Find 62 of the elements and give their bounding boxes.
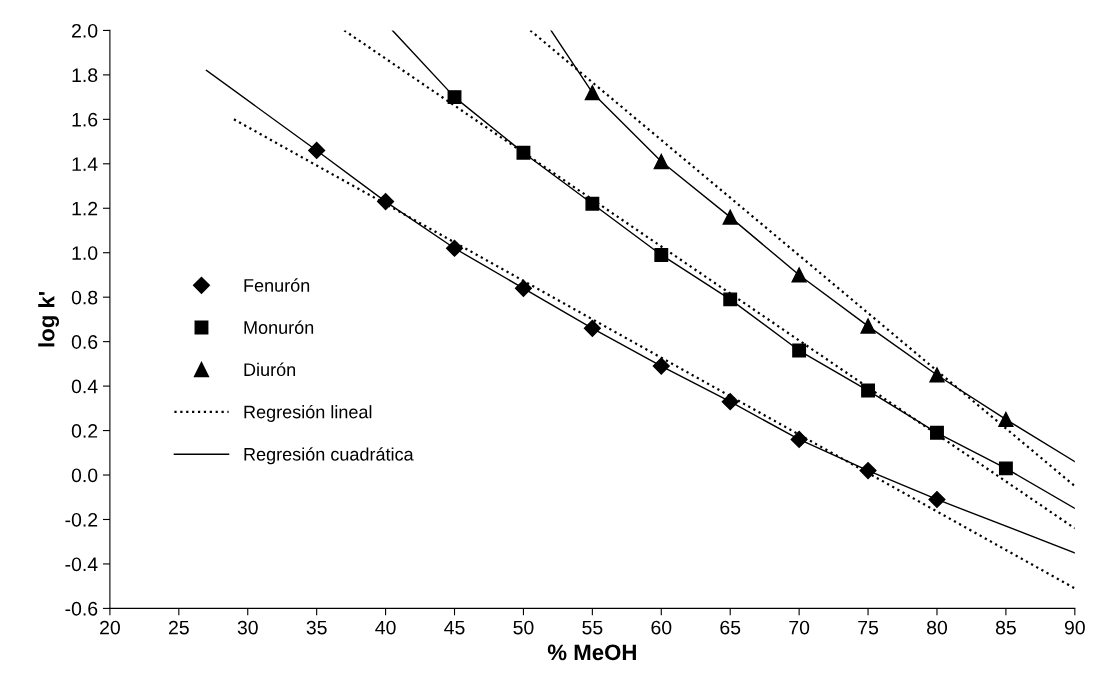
y-tick-label: 0.6	[71, 335, 98, 349]
y-tick-label: -0.2	[65, 512, 98, 527]
y-tick-label: -0.4	[65, 557, 98, 572]
y-tick-label: 2.0	[72, 23, 98, 38]
y-tick-label: 0.4	[71, 379, 98, 394]
y-tick-label: 1.4	[72, 157, 98, 171]
point	[929, 367, 945, 383]
point	[583, 319, 601, 337]
point	[516, 145, 531, 160]
point	[861, 383, 875, 398]
legend-label: Monurón	[244, 320, 314, 334]
point	[653, 153, 669, 170]
point	[790, 430, 808, 449]
x-axis-title: % MeOH	[547, 644, 636, 661]
legend-label: Fenurón	[244, 278, 310, 292]
point	[377, 193, 395, 211]
point	[514, 279, 532, 297]
legend-label: Diurón	[244, 362, 296, 377]
x-tick-label: 40	[375, 620, 396, 635]
point	[792, 343, 807, 358]
x-tick-label: 65	[720, 620, 741, 635]
y-axis-title: log k'	[38, 291, 60, 347]
y-tick-label: 1.6	[72, 112, 98, 127]
point	[791, 267, 807, 283]
y-tick-label: -0.6	[65, 601, 98, 616]
x-tick-label: 25	[168, 620, 189, 635]
y-tick-label: 1.2	[72, 201, 98, 216]
point	[859, 462, 877, 480]
point	[654, 247, 669, 262]
x-tick-label: 20	[100, 620, 120, 635]
x-tick-label: 55	[582, 620, 603, 635]
x-tick-label: 80	[927, 620, 948, 635]
x-tick-label: 50	[513, 620, 534, 635]
point	[584, 85, 601, 101]
y-tick-label: 0.8	[71, 290, 98, 305]
legend-label: Regresión lineal	[244, 404, 372, 422]
point	[721, 393, 739, 411]
x-tick-label: 85	[995, 620, 1016, 635]
point	[998, 461, 1013, 476]
point	[447, 90, 462, 105]
point	[445, 239, 464, 257]
y-tick-label: 0.0	[71, 468, 98, 483]
point	[723, 292, 738, 307]
point	[652, 357, 670, 375]
x-tick-label: 75	[858, 620, 879, 635]
y-tick-label: 1.0	[72, 246, 98, 260]
y-tick-label: 0.2	[71, 424, 98, 438]
x-tick-label: 60	[651, 620, 672, 635]
x-tick-label: 70	[789, 620, 810, 635]
point	[998, 411, 1014, 428]
y-tick-label: 1.8	[72, 68, 98, 83]
x-tick-label: 30	[237, 620, 258, 635]
point	[928, 490, 946, 509]
x-tick-label: 35	[306, 620, 327, 635]
x-tick-label: 90	[1064, 620, 1085, 635]
point	[930, 425, 944, 440]
point	[860, 318, 876, 334]
legend-label: Regresión cuadrática	[244, 447, 414, 465]
point	[585, 196, 600, 211]
point	[722, 209, 738, 225]
x-tick-label: 45	[444, 620, 465, 635]
point	[308, 141, 326, 160]
